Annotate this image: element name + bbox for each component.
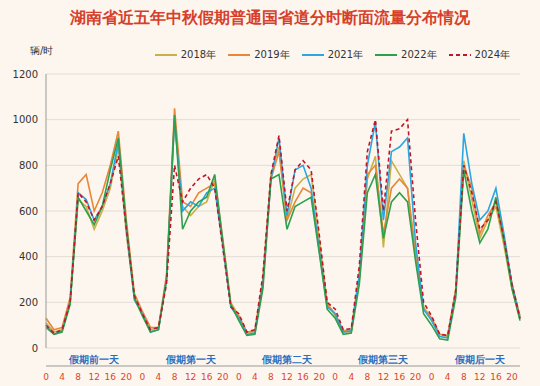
svg-text:800: 800 — [19, 160, 38, 171]
svg-text:0: 0 — [429, 372, 435, 382]
svg-text:200: 200 — [19, 297, 38, 308]
svg-text:20: 20 — [121, 372, 133, 382]
svg-text:600: 600 — [19, 206, 38, 217]
html-text:湖南省近五年中秋假期普通国省道分时断面流量分布情况: 湖南省近五年中秋假期普通国省道分时断面流量分布情况 — [70, 8, 470, 27]
svg-text:0: 0 — [140, 372, 146, 382]
html-text:2024年: 2024年 — [474, 49, 510, 60]
svg-text:假期第二天: 假期第二天 — [261, 354, 313, 365]
svg-text:1000: 1000 — [13, 114, 38, 125]
svg-text:8: 8 — [364, 372, 370, 382]
svg-text:20: 20 — [506, 372, 518, 382]
svg-text:0: 0 — [43, 372, 49, 382]
html-text:2018年: 2018年 — [180, 49, 217, 60]
svg-text:1200: 1200 — [13, 69, 38, 80]
svg-text:12: 12 — [378, 372, 389, 382]
svg-text:4: 4 — [445, 372, 451, 382]
svg-text:0: 0 — [32, 343, 38, 354]
svg-text:12: 12 — [185, 372, 196, 382]
svg-text:4: 4 — [156, 372, 162, 382]
html-text:辆/时: 辆/时 — [30, 45, 54, 56]
svg-text:0: 0 — [236, 372, 242, 382]
html-text:2021年: 2021年 — [327, 49, 364, 60]
svg-text:16: 16 — [490, 372, 502, 382]
svg-text:12: 12 — [88, 372, 99, 382]
svg-text:20: 20 — [313, 372, 325, 382]
html-text:2022年: 2022年 — [401, 49, 437, 60]
svg-text:8: 8 — [461, 372, 467, 382]
svg-text:假期前一天: 假期前一天 — [68, 354, 120, 365]
svg-text:16: 16 — [105, 372, 117, 382]
svg-text:假期后一天: 假期后一天 — [454, 354, 506, 365]
svg-text:16: 16 — [201, 372, 213, 382]
svg-text:20: 20 — [410, 372, 422, 382]
svg-text:12: 12 — [474, 372, 485, 382]
svg-text:4: 4 — [348, 372, 354, 382]
svg-text:8: 8 — [268, 372, 274, 382]
svg-text:假期第三天: 假期第三天 — [357, 354, 409, 365]
svg-text:16: 16 — [297, 372, 309, 382]
svg-text:8: 8 — [75, 372, 81, 382]
svg-text:20: 20 — [217, 372, 229, 382]
svg-text:8: 8 — [172, 372, 178, 382]
svg-text:4: 4 — [252, 372, 258, 382]
html-text:2019年: 2019年 — [254, 49, 290, 60]
svg-text:4: 4 — [59, 372, 65, 382]
svg-text:400: 400 — [19, 251, 38, 262]
svg-text:16: 16 — [394, 372, 406, 382]
svg-text:12: 12 — [281, 372, 292, 382]
svg-text:0: 0 — [332, 372, 338, 382]
svg-text:假期第一天: 假期第一天 — [165, 354, 217, 365]
